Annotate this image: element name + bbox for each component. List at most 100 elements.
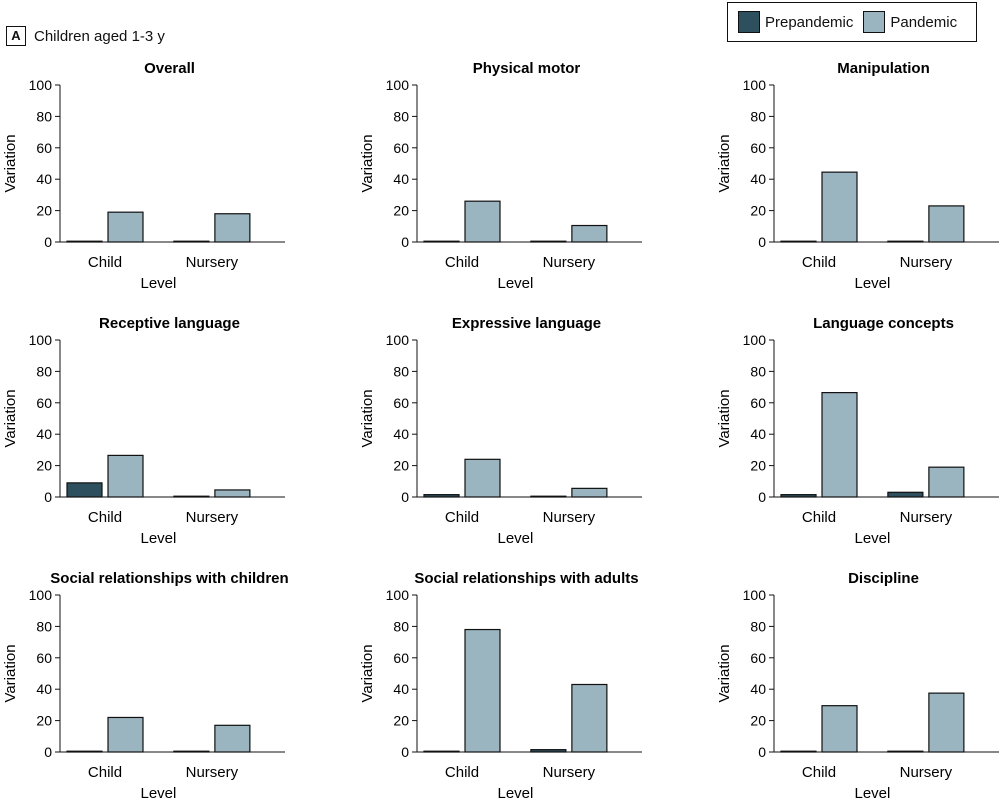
bar-pandemic-nursery: [928, 466, 965, 498]
chart-9: Discipline 0 20 40 60 80 100 Variation Child Nurs…: [716, 570, 999, 800]
y-tick-label: 0: [401, 489, 409, 505]
bar-pandemic-child: [107, 454, 144, 498]
y-tick-label: 0: [401, 744, 409, 760]
x-tick-label: Child: [88, 764, 122, 781]
y-tick-label: 100: [743, 77, 767, 93]
x-tick-label: Nursery: [900, 254, 953, 271]
x-tick-label: Child: [88, 254, 122, 271]
y-tick-label: 20: [393, 458, 409, 474]
y-tick-label: 0: [401, 234, 409, 250]
chart-title: Overall: [144, 60, 195, 77]
legend-label-prepandemic: Prepandemic: [765, 13, 854, 31]
legend-item-prepandemic: Prepandemic: [738, 11, 853, 33]
chart-7: Social relationships with children 0 20 40 6…: [2, 570, 289, 800]
y-tick-label: 20: [393, 203, 409, 219]
chart-title: Manipulation: [837, 60, 930, 77]
y-tick-label: 60: [393, 140, 409, 156]
y-tick-label: 40: [393, 171, 409, 187]
y-tick-label: 20: [36, 713, 52, 729]
y-tick-label: 60: [36, 395, 52, 411]
y-tick-label: 20: [36, 203, 52, 219]
bar-pandemic-child: [464, 458, 501, 498]
y-tick-label: 0: [44, 744, 52, 760]
y-tick-label: 100: [386, 332, 410, 348]
y-tick-label: 40: [750, 171, 766, 187]
x-axis-label: Level: [498, 275, 534, 292]
x-tick-label: Nursery: [543, 764, 596, 781]
y-tick-label: 40: [36, 681, 52, 697]
y-tick-label: 80: [393, 108, 409, 124]
x-tick-label: Child: [802, 764, 836, 781]
y-axis-label: Variation: [359, 389, 376, 447]
bar-prepandemic-nursery: [173, 750, 210, 753]
bar-prepandemic-nursery: [887, 750, 924, 753]
y-tick-label: 80: [750, 618, 766, 634]
x-axis-label: Level: [498, 530, 534, 547]
bar-pandemic-child: [107, 211, 144, 243]
y-tick-label: 0: [44, 489, 52, 505]
y-tick-label: 20: [750, 713, 766, 729]
y-tick-label: 60: [750, 395, 766, 411]
x-axis-label: Level: [498, 785, 534, 800]
bar-prepandemic-nursery: [530, 240, 567, 243]
y-tick-label: 80: [36, 108, 52, 124]
bar-prepandemic-nursery: [887, 491, 924, 498]
y-tick-label: 40: [393, 681, 409, 697]
bar-prepandemic-nursery: [173, 495, 210, 498]
legend-item-pandemic: Pandemic: [863, 11, 957, 33]
y-tick-label: 80: [36, 363, 52, 379]
bar-pandemic-nursery: [214, 724, 251, 753]
y-tick-label: 100: [386, 77, 410, 93]
chart-title: Language concepts: [813, 315, 954, 332]
y-tick-label: 60: [393, 395, 409, 411]
panel-header: A Children aged 1-3 y: [6, 25, 165, 47]
y-tick-label: 100: [29, 332, 53, 348]
y-axis-label: Variation: [2, 389, 19, 447]
y-tick-label: 60: [36, 140, 52, 156]
panel-caption: Children aged 1-3 y: [34, 27, 165, 45]
y-axis-label: Variation: [2, 134, 19, 192]
chart-8: Social relationships with adults 0 20 40 60 8…: [359, 570, 642, 800]
y-tick-label: 40: [750, 426, 766, 442]
x-tick-label: Child: [445, 254, 479, 271]
bar-prepandemic-nursery: [173, 240, 210, 243]
x-tick-label: Child: [802, 509, 836, 526]
chart-title: Social relationships with adults: [414, 570, 638, 587]
y-tick-label: 80: [750, 108, 766, 124]
y-axis-label: Variation: [359, 134, 376, 192]
y-axis-label: Variation: [2, 644, 19, 702]
x-tick-label: Nursery: [186, 254, 239, 271]
y-tick-label: 100: [743, 587, 767, 603]
y-tick-label: 100: [386, 587, 410, 603]
y-tick-label: 0: [44, 234, 52, 250]
y-axis-label: Variation: [716, 134, 733, 192]
chart-title: Physical motor: [473, 60, 581, 77]
bar-pandemic-child: [821, 705, 858, 753]
chart-6: Language concepts 0 20 40 60 80 100 Variation Ch…: [716, 315, 999, 547]
y-tick-label: 60: [36, 650, 52, 666]
legend: Prepandemic Pandemic: [727, 2, 977, 42]
chart-title: Social relationships with children: [50, 570, 288, 587]
y-tick-label: 100: [29, 77, 53, 93]
y-tick-label: 20: [393, 713, 409, 729]
bar-prepandemic-child: [780, 494, 817, 498]
bar-prepandemic-nursery: [887, 240, 924, 243]
y-tick-label: 0: [758, 489, 766, 505]
bar-pandemic-child: [464, 200, 501, 243]
y-tick-label: 40: [36, 426, 52, 442]
bar-prepandemic-child: [66, 240, 103, 243]
chart-2: Physical motor 0 20 40 60 80 100 Variation Child…: [359, 60, 642, 292]
y-tick-label: 0: [758, 234, 766, 250]
y-tick-label: 100: [743, 332, 767, 348]
x-axis-label: Level: [855, 275, 891, 292]
y-tick-label: 40: [36, 171, 52, 187]
chart-3: Manipulation 0 20 40 60 80 100 Variation Child Nu…: [716, 60, 999, 292]
x-tick-label: Nursery: [186, 509, 239, 526]
y-axis-label: Variation: [716, 389, 733, 447]
y-tick-label: 80: [393, 363, 409, 379]
y-axis-label: Variation: [359, 644, 376, 702]
x-axis-label: Level: [855, 530, 891, 547]
bar-pandemic-child: [464, 628, 501, 753]
x-tick-label: Child: [445, 509, 479, 526]
